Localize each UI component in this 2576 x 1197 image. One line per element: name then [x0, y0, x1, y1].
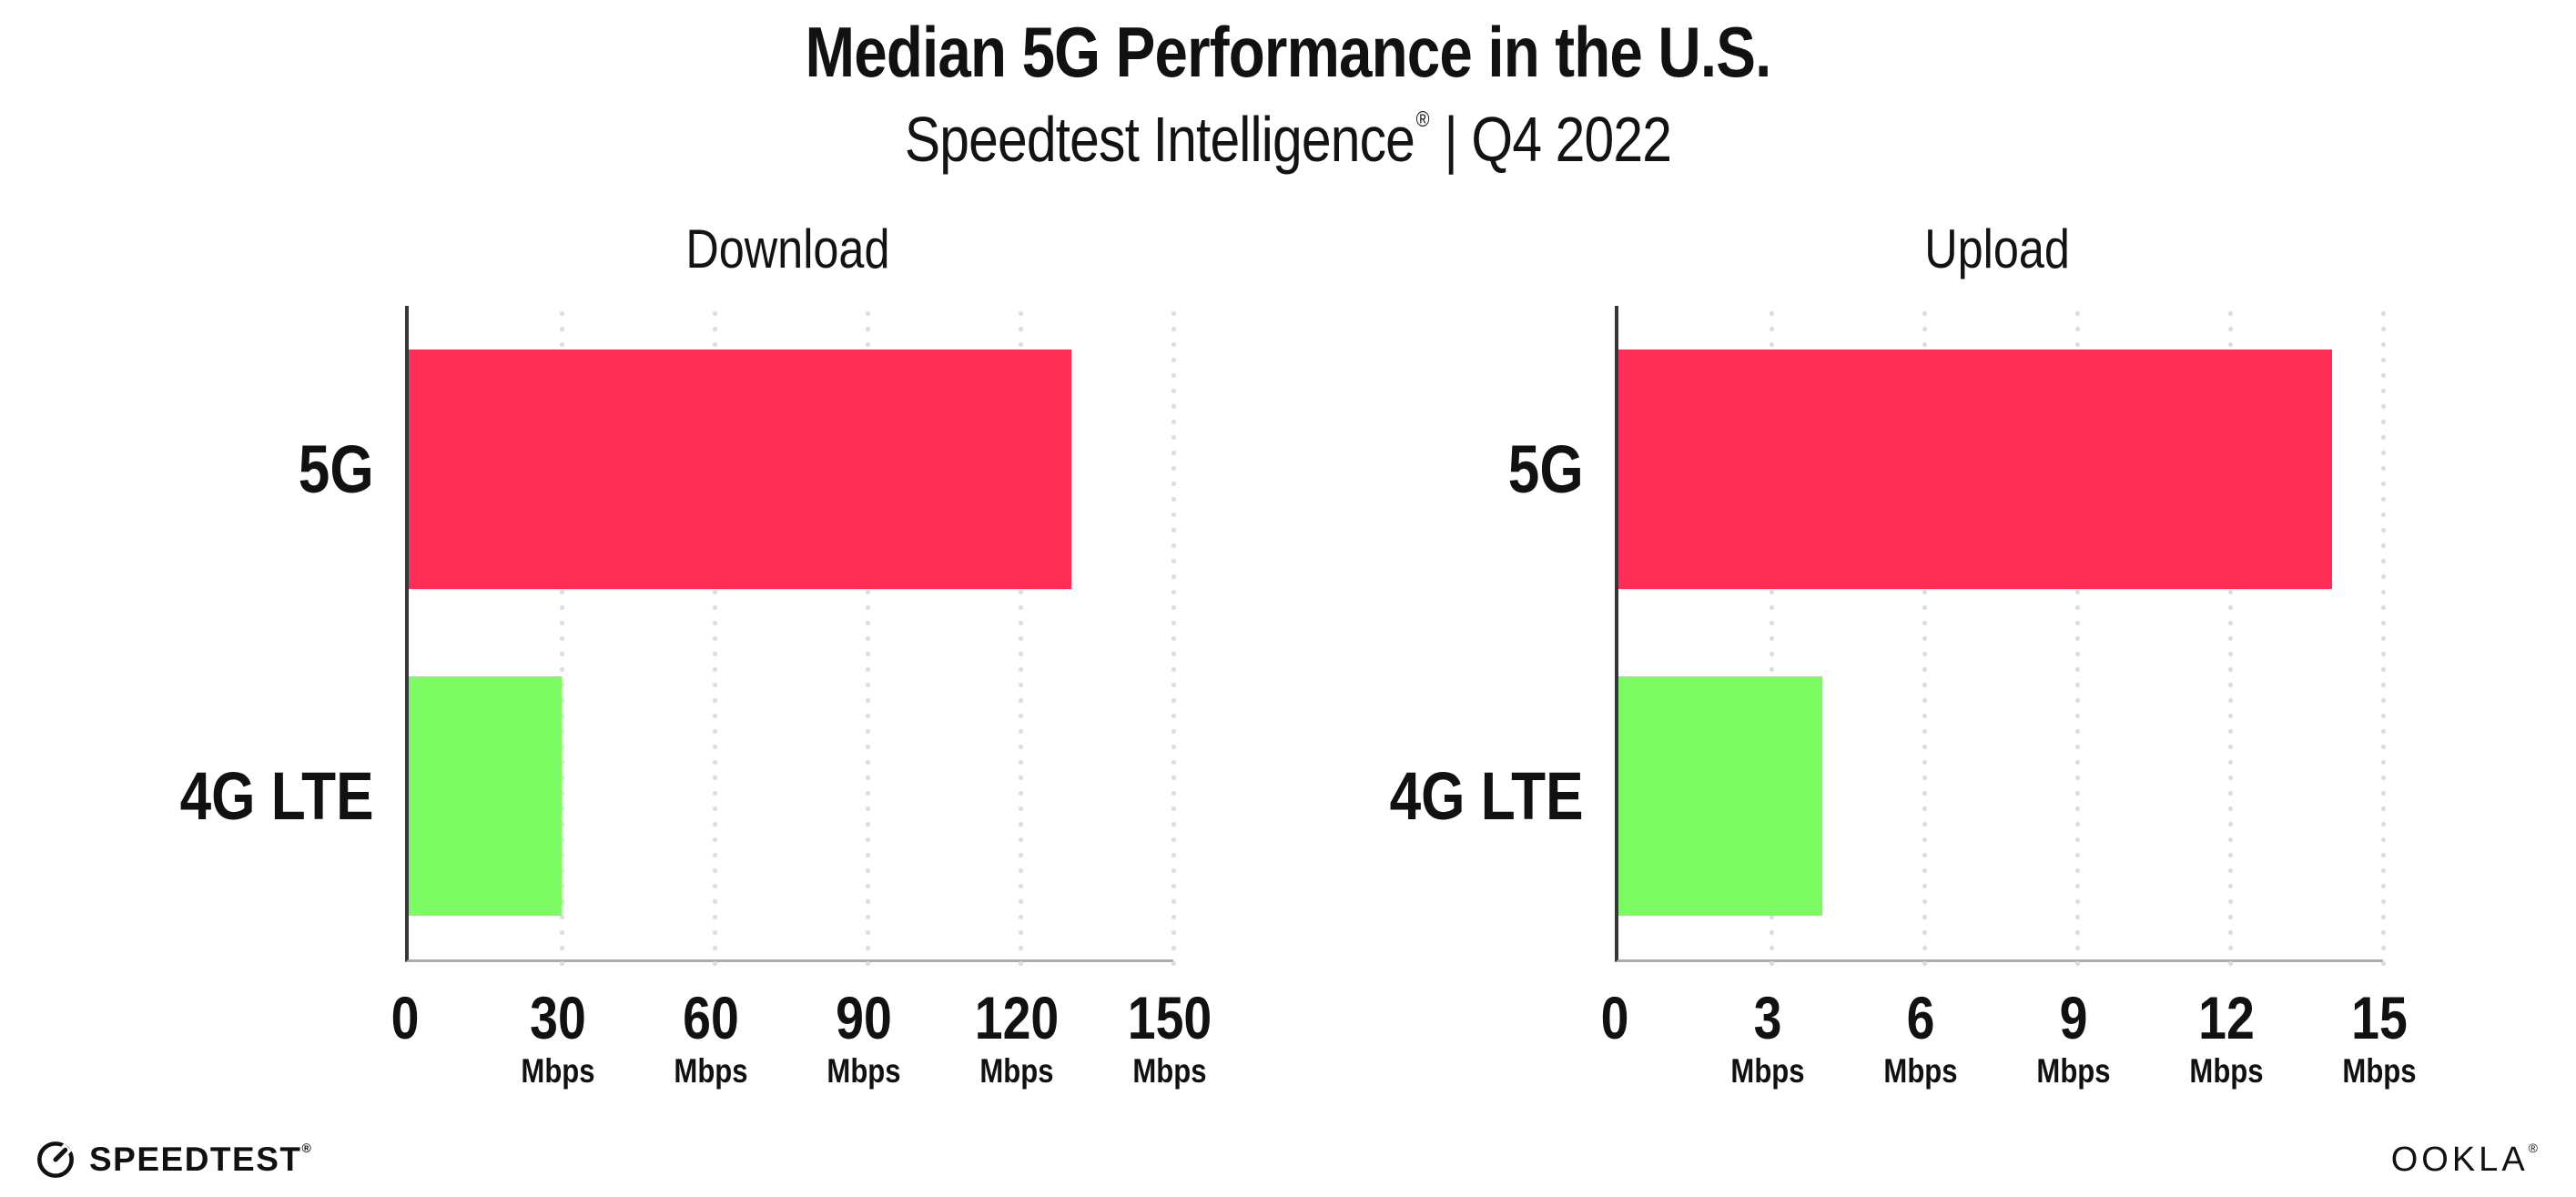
x-tick-value: 30 [530, 984, 586, 1051]
x-tick-unit: Mbps [674, 1052, 748, 1090]
x-tick-label: 150 Mbps [1120, 984, 1220, 1090]
x-tick-unit: Mbps [1730, 1052, 1805, 1090]
upload-chart: Upload 5G 4G LTE 0 3 Mbps 6 Mbps 9 Mbps 12 Mbps 1… [1342, 217, 2417, 1124]
x-tick-label: 90 Mbps [820, 984, 908, 1090]
bar-row-5g [1618, 306, 2383, 633]
x-tick-value: 0 [390, 984, 420, 1051]
x-tick-unit: Mbps [1883, 1052, 1958, 1090]
x-tick-unit: Mbps [2342, 1052, 2417, 1090]
x-tick-label: 12 Mbps [2183, 984, 2271, 1090]
speedtest-logo: SPEEDTEST® [35, 1139, 312, 1181]
x-tick-label: 0 [1598, 984, 1632, 1051]
bar-5g-upload [1618, 350, 2332, 589]
download-chart: Download 5G 4G LTE 0 30 Mbps 60 Mbps 90 Mbps 12… [132, 217, 1212, 1124]
x-tick-value: 90 [836, 984, 892, 1051]
page-subtitle: Speedtest Intelligence® | Q4 2022 [206, 103, 2369, 176]
chart-header: Median 5G Performance in the U.S. Speedt… [0, 0, 2576, 176]
y-axis-labels: 5G 4G LTE [1342, 306, 1615, 959]
x-tick-unit: Mbps [2189, 1052, 2264, 1090]
x-tick-value: 3 [1753, 984, 1782, 1051]
bar-row-4g-lte [409, 633, 1173, 959]
x-tick-label: 15 Mbps [2336, 984, 2424, 1090]
upload-chart-title: Upload [1615, 217, 2379, 282]
category-label-5g: 5G [1508, 431, 1584, 507]
x-tick-label: 30 Mbps [514, 984, 603, 1090]
x-tick-value: 60 [683, 984, 739, 1051]
upload-chart-title-text: Upload [1924, 218, 2070, 279]
registered-trademark-symbol: ® [1415, 107, 1430, 132]
upload-plot-area [1615, 306, 2386, 974]
x-tick-label: 60 Mbps [667, 984, 756, 1090]
x-tick-label: 120 Mbps [967, 984, 1067, 1090]
x-tick-unit: Mbps [979, 1052, 1054, 1090]
x-tick-unit: Mbps [2036, 1052, 2111, 1090]
subtitle-brand: Speedtest Intelligence [904, 104, 1415, 175]
download-x-axis: 0 30 Mbps 60 Mbps 90 Mbps 120 Mbps 150 Mbps [391, 984, 1212, 1124]
category-label-5g: 5G [299, 431, 374, 507]
category-label-4g-lte: 4G LTE [1390, 758, 1584, 834]
page-title: Median 5G Performance in the U.S. [805, 12, 1772, 92]
x-tick-label: 3 Mbps [1724, 984, 1812, 1090]
download-chart-title: Download [405, 217, 1170, 282]
speedometer-gauge-icon [35, 1139, 76, 1181]
x-tick-value: 9 [2059, 984, 2088, 1051]
download-plot-area [405, 306, 1176, 974]
x-tick-value: 0 [1600, 984, 1629, 1051]
x-tick-unit: Mbps [1132, 1052, 1207, 1090]
registered-trademark-symbol: ® [2528, 1140, 2541, 1155]
registered-trademark-symbol: ® [301, 1141, 313, 1155]
x-tick-value: 12 [2198, 984, 2255, 1051]
x-tick-unit: Mbps [521, 1052, 595, 1090]
download-chart-title-text: Download [685, 218, 890, 279]
upload-x-axis: 0 3 Mbps 6 Mbps 9 Mbps 12 Mbps 15 Mbps [1601, 984, 2417, 1124]
footer: SPEEDTEST® OOKLA® [35, 1139, 2541, 1181]
subtitle-period: | Q4 2022 [1444, 104, 1672, 175]
bar-row-5g [409, 306, 1173, 633]
bar-5g-download [409, 350, 1071, 589]
bar-4g-lte-download [409, 676, 562, 916]
y-axis-labels: 5G 4G LTE [132, 306, 405, 959]
speedtest-wordmark: SPEEDTEST® [89, 1141, 313, 1178]
x-tick-label: 6 Mbps [1877, 984, 1965, 1090]
x-tick-value: 6 [1906, 984, 1935, 1051]
x-tick-label: 9 Mbps [2030, 984, 2118, 1090]
ookla-logo: OOKLA® [2390, 1140, 2541, 1179]
x-tick-value: 120 [974, 984, 1060, 1051]
bar-row-4g-lte [1618, 633, 2383, 959]
x-tick-value: 150 [1127, 984, 1212, 1051]
bar-4g-lte-upload [1618, 676, 1822, 916]
x-tick-unit: Mbps [827, 1052, 901, 1090]
x-tick-label: 0 [389, 984, 422, 1051]
x-tick-value: 15 [2351, 984, 2408, 1051]
category-label-4g-lte: 4G LTE [180, 758, 374, 834]
